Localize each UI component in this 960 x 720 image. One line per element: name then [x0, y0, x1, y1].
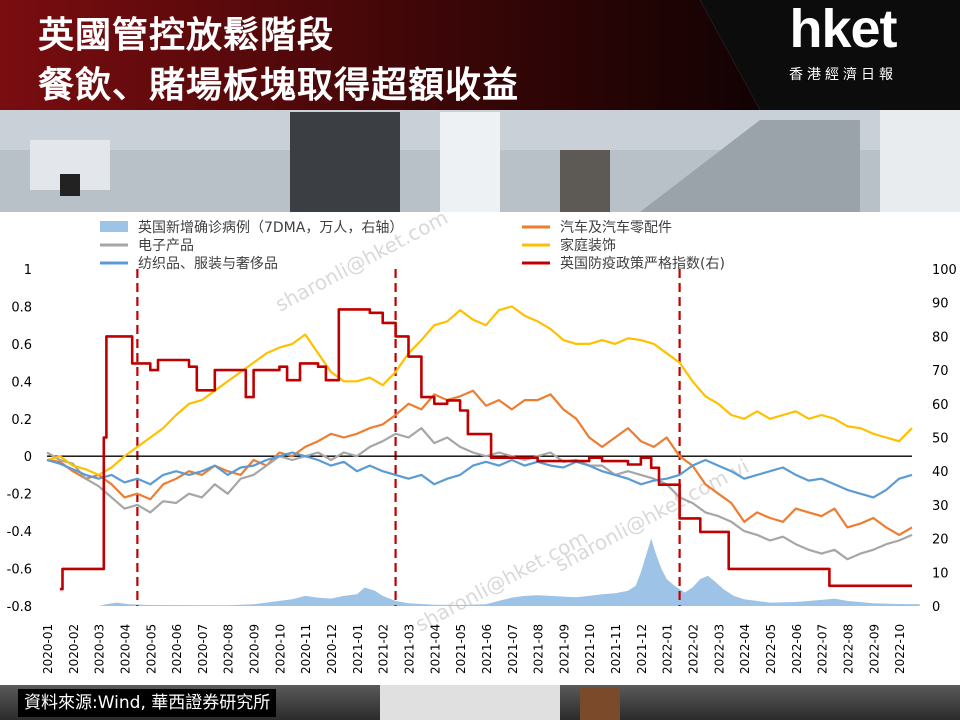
x-tick-label: 2022-09 [867, 624, 881, 674]
x-tick-label: 2021-08 [532, 624, 546, 674]
x-tick-label: 2020-02 [67, 624, 81, 674]
right-tick-label: 20 [932, 533, 949, 548]
right-tick-label: 50 [932, 432, 949, 447]
x-tick-label: 2020-11 [299, 624, 313, 674]
x-tick-label: 2020-09 [248, 624, 262, 674]
right-tick-label: 80 [932, 330, 949, 345]
x-tick-label: 2022-05 [764, 624, 778, 674]
title-line-2: 餐飲、賭場板塊取得超額收益 [38, 65, 520, 106]
left-tick-label: -0.6 [7, 563, 32, 578]
right-tick-label: 60 [932, 398, 949, 413]
x-tick-label: 2022-03 [712, 624, 726, 674]
series-line [46, 451, 913, 499]
left-tick-label: 0.2 [11, 413, 32, 428]
title-line-1: 英國管控放鬆階段 [38, 15, 335, 56]
x-tick-label: 2022-02 [687, 624, 701, 674]
series-lines-layer [46, 305, 913, 591]
x-tick-label: 2021-02 [377, 624, 391, 674]
right-tick-label: 0 [932, 600, 940, 615]
chart-panel: sharonli@hket.com sharonli@hket.com vi sha… [0, 205, 960, 685]
x-tick-label: 2020-06 [170, 624, 184, 674]
x-tick-label: 2021-09 [557, 624, 571, 674]
right-tick-label: 40 [932, 465, 949, 480]
x-tick-label: 2020-04 [118, 624, 132, 674]
x-tick-label: 2022-07 [816, 624, 830, 674]
left-tick-label: 0.8 [11, 300, 32, 315]
left-tick-label: -0.8 [7, 600, 32, 615]
x-tick-label: 2022-04 [738, 624, 752, 674]
left-axis: 1 0.8 0.6 0.4 0.2 0 -0.2 -0.4 -0.6 -0.8 [7, 263, 32, 615]
left-tick-label: 0 [24, 450, 32, 465]
x-tick-label: 2021-03 [402, 624, 416, 674]
x-tick-label: 2022-01 [661, 624, 675, 674]
logo-subtitle: 香港經濟日報 [789, 67, 897, 83]
legend-label: 英国新增确诊病例（7DMA，万人，右轴） [138, 219, 403, 236]
x-tick-label: 2020-12 [325, 624, 339, 674]
legend-label: 英国防疫政策严格指数(右) [560, 255, 725, 272]
x-tick-label: 2020-01 [41, 624, 55, 674]
x-tick-label: 2022-06 [790, 624, 804, 674]
x-tick-label: 2020-05 [144, 624, 158, 674]
x-tick-label: 2020-10 [273, 624, 287, 674]
logo-wordmark: hket [789, 0, 897, 59]
x-axis: 2020-01 2020-02 2020-03 2020-04 2020-05 2020-… [41, 624, 907, 674]
series-line [46, 305, 913, 476]
left-tick-label: -0.4 [7, 525, 32, 540]
x-tick-label: 2020-08 [222, 624, 236, 674]
source-note: 資料來源:Wind, 華西證券研究所 [18, 689, 277, 717]
right-tick-label: 30 [932, 499, 949, 514]
x-tick-label: 2022-10 [893, 624, 907, 674]
left-tick-label: 1 [24, 263, 32, 278]
x-tick-label: 2021-07 [506, 624, 520, 674]
x-tick-label: 2021-12 [635, 624, 649, 674]
legend-label: 电子产品 [138, 238, 194, 254]
legend-label: 纺织品、服装与奢侈品 [138, 256, 278, 272]
legend-swatch [100, 221, 128, 232]
right-tick-label: 90 [932, 297, 949, 312]
x-tick-label: 2021-05 [454, 624, 468, 674]
legend-label: 汽车及汽车零配件 [560, 219, 672, 236]
cases-area-layer [47, 538, 920, 606]
x-tick-label: 2022-08 [841, 624, 855, 674]
header: 英國管控放鬆階段 餐飲、賭場板塊取得超額收益 hket 香港經濟日報 [0, 0, 960, 110]
series-line [46, 427, 913, 561]
series-line [46, 389, 913, 536]
x-tick-label: 2021-04 [428, 624, 442, 674]
hket-logo[interactable]: hket 香港經濟日報 [763, 0, 923, 92]
watermark-text: sharonli@hket.com [411, 525, 592, 636]
legend-label: 家庭装饰 [560, 237, 616, 254]
x-tick-label: 2021-10 [583, 624, 597, 674]
x-tick-label: 2020-03 [93, 624, 107, 674]
x-tick-label: 2021-11 [609, 624, 623, 674]
x-tick-label: 2021-01 [351, 624, 365, 674]
series-line [59, 308, 912, 591]
left-tick-label: 0.4 [11, 375, 32, 390]
x-tick-label: 2021-06 [480, 624, 494, 674]
x-tick-label: 2020-07 [196, 624, 210, 674]
cases-area [47, 538, 920, 606]
left-tick-label: 0.6 [11, 338, 32, 353]
right-tick-label: 100 [932, 263, 957, 278]
left-tick-label: -0.2 [7, 488, 32, 503]
right-tick-label: 10 [932, 566, 949, 581]
right-tick-label: 70 [932, 364, 949, 379]
